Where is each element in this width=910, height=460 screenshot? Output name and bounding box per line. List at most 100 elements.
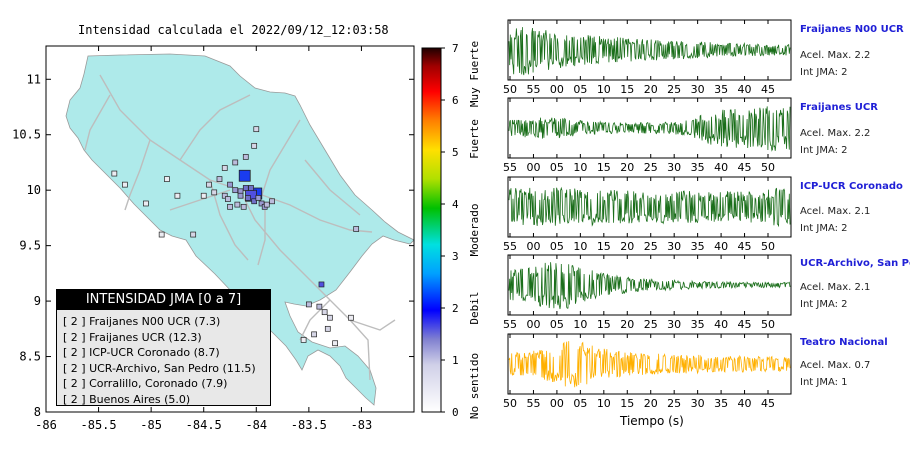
waveform-panels: 50 55 00 05 10 15 20 25 30 35 40 45 55 00 05 10 15 20 25 30…	[503, 19, 792, 410]
time-tick-label: 40	[738, 83, 752, 96]
time-tick-label: 10	[597, 83, 611, 96]
time-tick-label: 50	[761, 161, 775, 174]
trace-acel: Acel. Max. 0.7	[800, 360, 871, 371]
y-tick-label: 11	[27, 72, 41, 86]
station-marker	[327, 314, 333, 321]
station-marker	[242, 154, 249, 160]
station-marker	[269, 198, 275, 205]
waveform-line	[508, 262, 791, 310]
trace-int: Int JMA: 2	[800, 223, 848, 234]
time-tick-label: 35	[691, 240, 705, 253]
time-tick-label: 05	[550, 318, 564, 331]
station-marker	[348, 314, 354, 321]
time-tick-label: 45	[761, 397, 775, 410]
time-tick-label: 15	[597, 240, 611, 253]
trace-station-name: UCR-Archivo, San Pedro	[800, 258, 910, 269]
trace-int: Int JMA: 2	[800, 145, 848, 156]
station-marker	[216, 176, 223, 182]
time-tick-label: 35	[691, 161, 705, 174]
colorbar	[421, 47, 442, 413]
colorbar-tick-label: 6	[452, 94, 459, 107]
station-marker	[248, 185, 254, 191]
station-marker	[263, 201, 270, 208]
x-tick-label: -86	[35, 418, 57, 432]
x-tick-label: -84	[245, 418, 267, 432]
trace-station-name: Fraijanes UCR	[800, 102, 878, 113]
time-tick-label: 10	[573, 318, 587, 331]
colorbar-tick-label: 0	[452, 406, 459, 419]
time-tick-label: 30	[691, 83, 705, 96]
time-tick-label: 10	[573, 240, 587, 253]
time-tick-label: 45	[738, 161, 752, 174]
station-marker	[206, 181, 212, 188]
time-axis-label: Tiempo (s)	[620, 414, 684, 428]
colorbar-label: Fuerte	[468, 119, 481, 159]
time-tick-label: 20	[644, 397, 658, 410]
x-tick-label: -85	[140, 418, 162, 432]
station-markers	[111, 126, 360, 347]
time-tick-label: 20	[620, 161, 634, 174]
station-marker	[306, 301, 312, 308]
colorbar-label: No sentido	[468, 353, 481, 419]
trace-panel: 50 55 00 05 10 15 20 25 30 35 40 45	[503, 19, 792, 96]
colorbar-tick-label: 7	[452, 42, 459, 55]
legend: INTENSIDAD JMA [0 a 7] [ 2 ] Fraijanes N…	[56, 289, 271, 406]
time-tick-label: 45	[761, 83, 775, 96]
x-tick-label: -85.5	[81, 418, 117, 432]
time-tick-label: 30	[667, 318, 681, 331]
trace-station-name: Teatro Nacional	[800, 337, 888, 348]
station-marker	[234, 201, 241, 208]
legend-item: [ 2 ] Fraijanes N00 UCR (7.3)	[63, 315, 221, 328]
waveform-line	[508, 341, 791, 388]
station-marker	[253, 126, 260, 133]
time-tick-label: 05	[573, 397, 587, 410]
time-tick-label: 25	[644, 161, 658, 174]
time-tick-label: 15	[620, 83, 634, 96]
y-tick-label: 10	[27, 183, 41, 197]
colorbar-tick-label: 4	[452, 198, 459, 211]
station-marker	[311, 331, 317, 338]
x-tick-label: -83.5	[291, 418, 327, 432]
time-tick-label: 55	[503, 161, 517, 174]
station-marker	[245, 195, 251, 201]
time-tick-label: 05	[573, 83, 587, 96]
trace-frame	[507, 19, 792, 81]
station-marker	[251, 142, 258, 149]
trace-int: Int JMA: 2	[800, 67, 848, 78]
station-marker	[332, 340, 338, 347]
station-marker	[238, 169, 251, 182]
time-tick-label: 20	[620, 318, 634, 331]
trace-panel: 55 00 05 10 15 20 25 30 35 40 45 50	[503, 254, 792, 331]
time-tick-label: 55	[526, 83, 540, 96]
trace-panel: 55 00 05 10 15 20 25 30 35 40 45 50	[503, 176, 792, 253]
time-tick-label: 45	[738, 318, 752, 331]
trace-station-name: Fraijanes N00 UCR	[800, 24, 904, 35]
time-tick-label: 40	[714, 318, 728, 331]
time-tick-label: 05	[550, 161, 564, 174]
y-tick-label: 8	[34, 405, 41, 419]
station-marker	[353, 226, 360, 232]
station-marker	[174, 192, 181, 199]
legend-item: [ 2 ] UCR-Archivo, San Pedro (11.5)	[63, 361, 256, 375]
station-marker	[321, 309, 328, 316]
waveform-line	[508, 186, 791, 228]
station-marker	[111, 170, 118, 177]
station-marker	[227, 203, 233, 210]
time-tick-label: 50	[503, 397, 517, 410]
station-marker	[190, 231, 197, 238]
x-tick-label: -83	[351, 418, 373, 432]
legend-item: [ 2 ] Fraijanes UCR (12.3)	[63, 330, 202, 344]
time-tick-label: 40	[714, 161, 728, 174]
trace-acel: Acel. Max. 2.1	[800, 206, 871, 217]
colorbar-label: Debil	[468, 291, 481, 324]
time-tick-label: 55	[503, 240, 517, 253]
trace-panel: 50 55 00 05 10 15 20 25 30 35 40 45	[503, 333, 792, 410]
colorbar-tick-label: 5	[452, 146, 459, 159]
time-tick-label: 30	[667, 161, 681, 174]
colorbar-tick-label: 1	[452, 354, 459, 367]
time-tick-label: 00	[550, 83, 564, 96]
y-tick-label: 8.5	[19, 350, 41, 364]
map-title: Intensidad calculada el 2022/09/12_12:03…	[78, 23, 389, 37]
colorbar-tick-label: 2	[452, 302, 459, 315]
colorbar-axis: 0 1 2 3 4 5 6 7 No sentido Debil Moderado Fuerte Muy…	[441, 41, 481, 419]
